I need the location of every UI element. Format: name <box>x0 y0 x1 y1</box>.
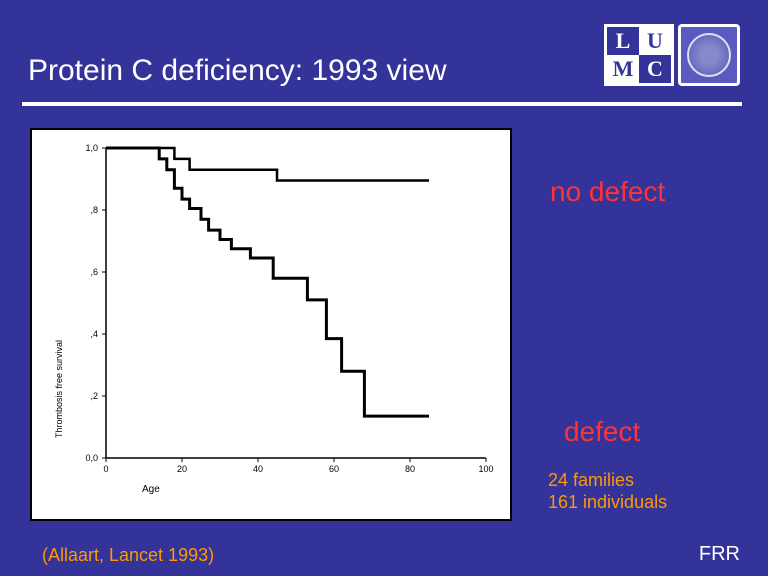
note-families: 24 families <box>548 470 634 491</box>
label-no-defect: no defect <box>550 176 665 208</box>
survival-chart: 0,0 ,2 ,4 ,6 ,8 1,0 0 20 40 60 80 100 Age Thrombosis … <box>30 128 512 521</box>
svg-text:100: 100 <box>478 464 493 474</box>
title-rule <box>22 102 742 106</box>
svg-text:,6: ,6 <box>90 267 98 277</box>
note-individuals: 161 individuals <box>548 492 667 513</box>
lumc-letter: M <box>607 55 639 83</box>
svg-text:,2: ,2 <box>90 391 98 401</box>
svg-text:Age: Age <box>142 484 160 495</box>
svg-text:,4: ,4 <box>90 329 98 339</box>
lumc-letter: L <box>607 27 639 55</box>
university-seal <box>678 24 740 86</box>
lumc-letter: C <box>639 55 671 83</box>
svg-text:1,0: 1,0 <box>85 143 98 153</box>
lumc-letter: U <box>639 27 671 55</box>
svg-text:60: 60 <box>329 464 339 474</box>
svg-text:Thrombosis free survival: Thrombosis free survival <box>54 340 64 438</box>
svg-text:20: 20 <box>177 464 187 474</box>
lumc-logo: L U M C <box>604 24 674 86</box>
citation: (Allaart, Lancet 1993) <box>42 545 214 566</box>
logo-block: L U M C <box>604 24 740 86</box>
svg-text:,8: ,8 <box>90 205 98 215</box>
svg-text:0,0: 0,0 <box>85 453 98 463</box>
chart-svg: 0,0 ,2 ,4 ,6 ,8 1,0 0 20 40 60 80 100 Age Thrombosis … <box>36 134 506 510</box>
svg-text:0: 0 <box>103 464 108 474</box>
slide-title: Protein C deficiency: 1993 view <box>28 54 447 88</box>
svg-text:80: 80 <box>405 464 415 474</box>
label-defect: defect <box>564 416 640 448</box>
svg-text:40: 40 <box>253 464 263 474</box>
author-initials: FRR <box>699 543 740 566</box>
